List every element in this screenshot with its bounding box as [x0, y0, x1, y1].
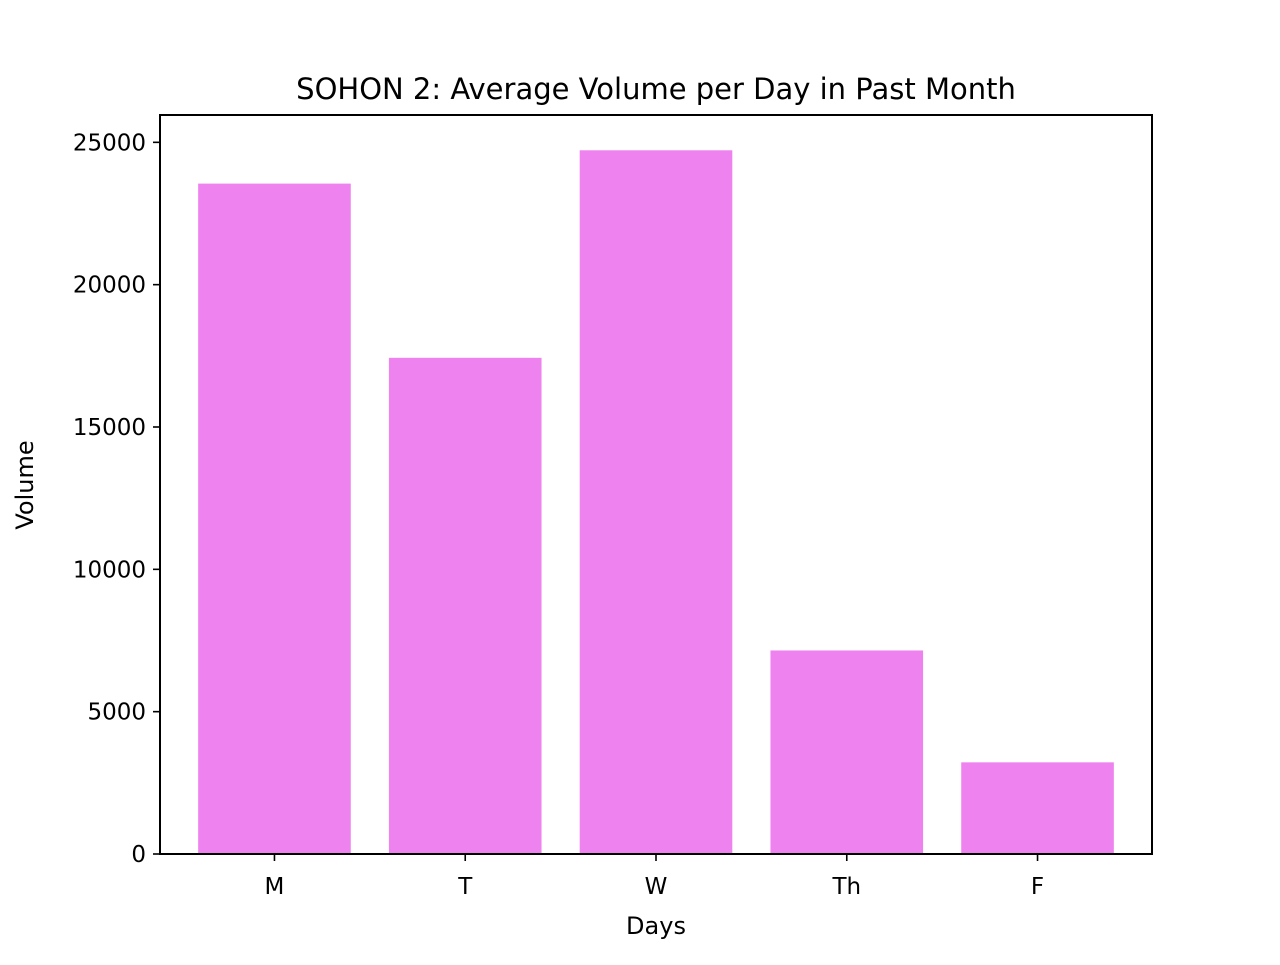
- y-tick-label: 15000: [73, 415, 146, 441]
- bar-th: [770, 650, 924, 854]
- y-tick-label: 25000: [73, 130, 146, 156]
- chart-title: SOHON 2: Average Volume per Day in Past …: [296, 72, 1016, 106]
- x-tick-label: M: [265, 874, 285, 900]
- y-tick-label: 0: [131, 842, 146, 868]
- bar-t: [388, 357, 542, 854]
- y-tick-label: 20000: [73, 273, 146, 299]
- y-axis-label: Volume: [11, 440, 39, 529]
- x-tick-label: F: [1031, 874, 1044, 900]
- x-tick-label: T: [457, 874, 473, 900]
- y-tick-label: 5000: [87, 700, 146, 726]
- y-axis: 0 5000 10000 15000 20000 25000: [73, 130, 160, 868]
- x-axis: M T W Th F: [265, 854, 1044, 900]
- bar-m: [198, 183, 351, 854]
- bars-layer: [198, 150, 1114, 854]
- y-tick-label: 10000: [73, 557, 146, 583]
- x-tick-label: Th: [831, 874, 861, 900]
- x-tick-label: W: [645, 874, 668, 900]
- bar-w: [579, 150, 733, 854]
- x-axis-label: Days: [626, 912, 686, 940]
- bar-f: [961, 762, 1114, 854]
